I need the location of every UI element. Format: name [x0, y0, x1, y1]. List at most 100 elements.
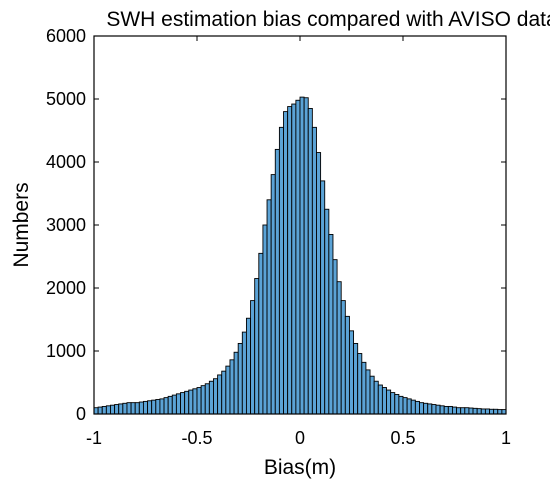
histogram-bar	[468, 407, 474, 415]
histogram-bar	[283, 111, 289, 415]
histogram-bar	[126, 402, 132, 415]
histogram-bar	[501, 409, 507, 415]
histogram-bar	[118, 403, 124, 415]
histogram-bar	[208, 380, 214, 415]
plot-area	[93, 96, 507, 415]
histogram-bar	[184, 390, 190, 415]
histogram-bar	[493, 408, 499, 415]
histogram-bar	[497, 409, 503, 415]
histogram-bar	[291, 103, 297, 415]
histogram-bar	[353, 342, 359, 415]
histogram-bar	[435, 404, 441, 415]
y-tick-label: 4000	[46, 152, 86, 172]
histogram-bar	[266, 199, 272, 415]
chart-title: SWH estimation bias compared with AVISO …	[106, 8, 550, 31]
x-tick-label: -0.5	[181, 428, 212, 448]
y-tick-label: 0	[76, 404, 86, 424]
x-tick-label: 1	[501, 428, 511, 448]
histogram-bar	[365, 369, 371, 415]
histogram-bar	[398, 395, 404, 415]
histogram-bar	[311, 126, 317, 415]
histogram-bar	[480, 408, 486, 415]
histogram-bar	[200, 385, 206, 415]
histogram-bar	[163, 397, 169, 415]
histogram-bar	[394, 394, 400, 415]
x-axis-label: Bias(m)	[264, 456, 336, 479]
histogram-bar	[328, 233, 334, 415]
histogram-bar	[295, 99, 301, 415]
x-tick-label: 0	[295, 428, 305, 448]
histogram-bar	[447, 405, 453, 415]
histogram-bar	[443, 405, 449, 415]
histogram-bar	[254, 278, 260, 415]
y-tick-label: 2000	[46, 278, 86, 298]
histogram-bar	[464, 407, 470, 415]
histogram-bar	[138, 401, 144, 415]
histogram-bar	[180, 392, 186, 415]
histogram-bar	[340, 300, 346, 415]
histogram-bar	[332, 259, 338, 415]
histogram-bar	[101, 405, 107, 415]
y-tick-label: 5000	[46, 89, 86, 109]
histogram-bar	[278, 126, 284, 415]
histogram-bar	[105, 405, 111, 415]
histogram-bar	[377, 384, 383, 415]
histogram-bar	[217, 374, 223, 415]
x-tick-label: -1	[86, 428, 102, 448]
histogram-bar	[402, 397, 408, 415]
histogram-bar	[324, 208, 330, 415]
histogram-bar	[369, 375, 375, 415]
histogram-bar	[245, 317, 252, 415]
histogram-bar	[390, 392, 396, 415]
histogram-bar	[229, 359, 235, 415]
histogram-bar	[155, 399, 161, 415]
histogram-bar	[386, 389, 392, 415]
histogram-bar	[192, 388, 198, 415]
histogram-bar	[250, 300, 256, 415]
histogram-bar	[299, 96, 305, 415]
histogram-bar	[423, 402, 429, 415]
histogram-bar	[357, 353, 363, 415]
histogram-bar	[489, 408, 495, 415]
histogram-bar	[406, 398, 412, 415]
histogram-bar	[241, 331, 247, 415]
histogram-bar	[460, 407, 466, 415]
histogram-bar	[320, 180, 326, 415]
histogram-bar	[414, 400, 420, 415]
histogram-bar	[431, 404, 437, 415]
histogram-bar	[381, 387, 387, 415]
histogram-bar	[175, 393, 181, 415]
histogram-bar	[147, 400, 153, 415]
histogram-bar	[344, 315, 350, 415]
histogram-bar	[159, 398, 165, 415]
histogram-bar	[419, 402, 425, 415]
histogram-bar	[274, 148, 280, 415]
histogram-bar	[142, 400, 149, 415]
y-tick-label: 1000	[46, 341, 86, 361]
histogram-bar	[130, 402, 136, 415]
histogram-bar	[114, 404, 120, 415]
histogram-bar	[303, 97, 309, 415]
histogram-bar	[258, 252, 264, 415]
histogram-bar	[188, 389, 194, 415]
histogram-bar	[93, 407, 99, 415]
histogram-bar	[270, 174, 276, 415]
y-axis-label: Numbers	[10, 182, 33, 267]
histogram-bar	[336, 281, 342, 415]
x-tick-label: 0.5	[390, 428, 415, 448]
histogram-bar	[348, 330, 355, 415]
histogram-bar	[361, 361, 367, 415]
histogram-bar	[439, 405, 445, 415]
histogram-bar	[476, 408, 482, 415]
histogram-bar	[110, 404, 116, 415]
histogram-bar	[237, 342, 243, 415]
histogram-bar	[472, 407, 478, 415]
y-tick-label: 6000	[46, 26, 86, 46]
histogram-bar	[410, 399, 416, 415]
histogram-bar	[213, 378, 219, 415]
histogram-bar	[122, 402, 128, 415]
histogram-bar	[233, 351, 239, 415]
histogram-bar	[316, 152, 322, 415]
